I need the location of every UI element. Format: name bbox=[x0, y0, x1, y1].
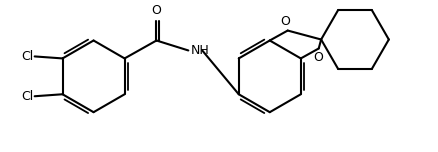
Text: O: O bbox=[152, 4, 161, 17]
Text: Cl: Cl bbox=[21, 50, 34, 63]
Text: Cl: Cl bbox=[21, 90, 34, 103]
Text: O: O bbox=[280, 15, 290, 28]
Text: O: O bbox=[313, 51, 323, 64]
Text: NH: NH bbox=[190, 44, 209, 57]
